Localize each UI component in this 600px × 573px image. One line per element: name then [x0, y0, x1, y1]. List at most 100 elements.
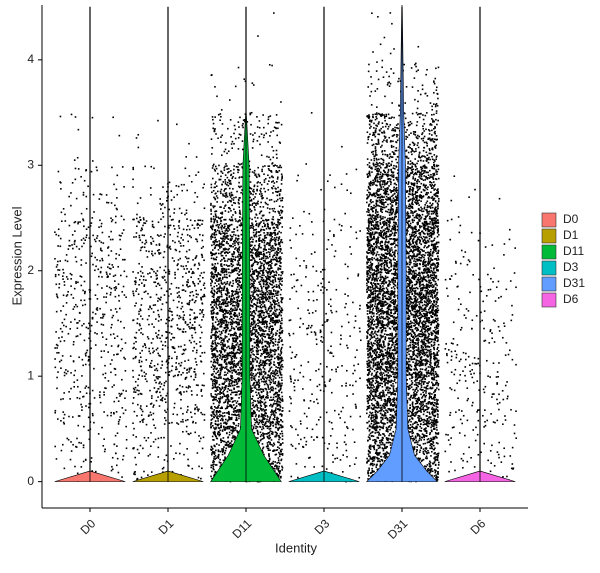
point	[251, 338, 253, 340]
point	[270, 319, 272, 321]
point	[279, 329, 281, 331]
point	[224, 381, 226, 383]
point	[175, 452, 177, 454]
point	[275, 294, 277, 296]
point	[55, 276, 57, 278]
point	[188, 326, 190, 328]
point	[183, 317, 185, 319]
point	[133, 236, 135, 238]
point	[258, 393, 260, 395]
point	[156, 274, 158, 276]
point	[140, 219, 142, 221]
point	[153, 168, 155, 170]
point	[270, 305, 272, 307]
point	[117, 335, 119, 337]
point	[222, 311, 224, 313]
point	[277, 428, 279, 430]
point	[221, 340, 223, 342]
point	[97, 284, 99, 286]
point	[261, 396, 263, 398]
point	[196, 255, 198, 257]
point	[261, 353, 263, 355]
point	[187, 303, 189, 305]
point	[212, 383, 214, 385]
point	[222, 391, 224, 393]
point	[56, 347, 58, 349]
point	[277, 394, 279, 396]
point	[271, 298, 273, 300]
point	[219, 416, 221, 418]
point	[272, 370, 274, 372]
point	[133, 388, 135, 390]
point	[219, 427, 221, 429]
point	[173, 225, 175, 227]
point	[230, 394, 232, 396]
point	[142, 242, 144, 244]
point	[66, 276, 68, 278]
point	[58, 352, 60, 354]
point	[257, 372, 259, 374]
point	[234, 384, 236, 386]
point	[212, 318, 214, 320]
point	[103, 411, 105, 413]
point	[85, 170, 87, 172]
point	[222, 448, 224, 450]
point	[113, 384, 115, 386]
point	[68, 245, 70, 247]
point	[219, 402, 221, 404]
point	[277, 347, 279, 349]
point	[122, 459, 124, 461]
point	[178, 318, 180, 320]
point	[123, 286, 125, 288]
point	[150, 432, 152, 434]
point	[59, 260, 61, 262]
point	[239, 291, 241, 293]
point	[180, 237, 182, 239]
point	[110, 231, 112, 233]
point	[221, 359, 223, 361]
point	[180, 394, 182, 396]
point	[176, 422, 178, 424]
point	[231, 392, 233, 394]
point	[116, 175, 118, 177]
point	[81, 239, 83, 241]
point-group	[58, 166, 125, 219]
point	[219, 451, 221, 453]
point	[177, 236, 179, 238]
point	[54, 231, 56, 233]
point	[138, 311, 140, 313]
point	[156, 376, 158, 378]
points	[54, 114, 127, 482]
point	[239, 393, 241, 395]
point	[211, 307, 213, 309]
point	[268, 331, 270, 333]
point	[163, 216, 165, 218]
point	[68, 333, 70, 335]
point-group	[132, 217, 205, 271]
point	[212, 464, 214, 466]
point	[139, 237, 141, 239]
point	[98, 433, 100, 435]
point	[211, 471, 213, 473]
point	[257, 368, 259, 370]
point	[143, 219, 145, 221]
point	[152, 348, 154, 350]
point	[265, 422, 267, 424]
point	[186, 251, 188, 253]
point	[66, 254, 68, 256]
point	[268, 315, 270, 317]
point	[260, 440, 262, 442]
point	[152, 419, 154, 421]
point	[266, 393, 268, 395]
point	[282, 433, 284, 435]
point	[182, 306, 184, 308]
point	[219, 277, 221, 279]
point	[211, 422, 213, 424]
point	[156, 294, 158, 296]
point	[133, 397, 135, 399]
point	[229, 352, 231, 354]
point	[281, 377, 283, 379]
point	[75, 304, 77, 306]
point	[81, 325, 83, 327]
